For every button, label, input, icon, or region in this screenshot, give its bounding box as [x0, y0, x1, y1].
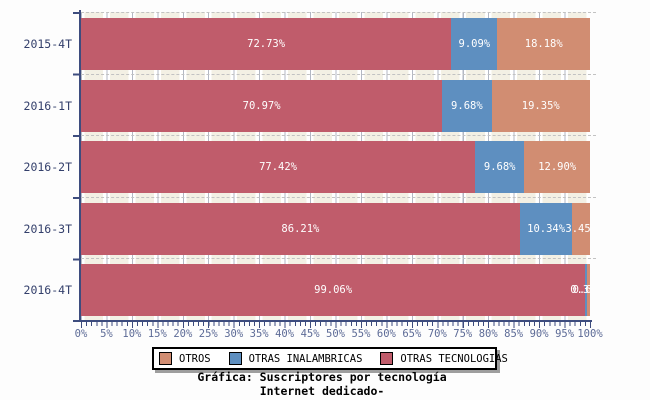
- x-axis-tick-label: 60%: [376, 328, 396, 340]
- bar-segment-otras-tecnologias: [81, 202, 520, 255]
- x-axis-tick-label: 65%: [402, 328, 422, 340]
- x-axis-tick-label: 25%: [198, 328, 218, 340]
- bar-value-label: 9.68%: [451, 99, 483, 112]
- bar-value-label: 18.18%: [524, 38, 563, 50]
- x-axis-major-ticks: [81, 322, 592, 328]
- bar-segment-otros: [497, 18, 590, 70]
- bar-row-2015-4t: 72.73% 9.09% 18.18%: [81, 12, 596, 74]
- legend-label: OTRAS INALAMBRICAS: [248, 352, 363, 365]
- x-axis-tick-label: 45%: [300, 328, 320, 340]
- x-axis-tick-label: 90%: [529, 328, 549, 340]
- x-axis-tick-label: 95%: [555, 328, 575, 340]
- x-axis-tick-label: 100%: [577, 328, 603, 340]
- legend-label: OTRAS TECNOLOGIAS: [400, 352, 508, 365]
- x-axis-line: [79, 320, 592, 322]
- legend-label: OTROS: [179, 352, 211, 365]
- x-axis-tick-label: 55%: [351, 328, 371, 340]
- bar-segment-otros: [586, 264, 590, 317]
- bar-value-label: 0.63%: [572, 284, 590, 297]
- x-axis-labels: 0% 5% 10% 15% 20% 25% 30% 35% 40% 45% 50% 55% 60% 65%…: [75, 328, 603, 342]
- bar-value-label: 19.35%: [521, 99, 560, 112]
- y-axis-label-2015-4t: 2015-4T: [23, 37, 72, 51]
- y-axis-label-2016-3t: 2016-3T: [23, 221, 72, 236]
- x-axis-tick-label: 10%: [122, 328, 142, 340]
- x-axis-tick-label: 70%: [427, 328, 447, 340]
- x-axis-tick-label: 50%: [326, 328, 345, 340]
- x-axis-tick-label: 40%: [275, 328, 295, 340]
- bar-value-label: 77.42%: [259, 161, 297, 174]
- bar-value-label: 12.90%: [538, 161, 577, 174]
- legend-item-otras-tecnologias: OTRAS TECNOLOGIAS: [380, 352, 508, 365]
- bar-value-label: 72.73%: [247, 38, 286, 50]
- plot-area: 72.73% 9.09% 18.18% 70.97% 9.68% 19.35% 77.42%…: [81, 12, 596, 320]
- legend-item-otras-inalambricas: OTRAS INALAMBRICAS: [228, 352, 363, 365]
- legend-swatch-icon: [228, 352, 242, 365]
- bar-row-2016-3t: 86.21% 10.34%3.45%: [81, 196, 596, 259]
- bar-value-label: 86.21%: [281, 222, 320, 235]
- y-axis-ticks: [73, 12, 79, 322]
- bar-segment-otras-inalambricas: [585, 264, 587, 317]
- bar-value-label: 3.45%: [565, 222, 590, 235]
- x-axis-tick-label: 0%: [74, 328, 88, 340]
- bar-segment-otras-inalambricas: [519, 202, 573, 255]
- bar-segment-otras-inalambricas: [451, 18, 498, 70]
- bar-segment-otras-tecnologias: [81, 264, 586, 317]
- legend-item-otros: OTROS: [159, 352, 211, 365]
- bar-segment-otras-inalambricas: [475, 141, 525, 194]
- bar-row-2016-1t: 70.97% 9.68% 19.35%: [81, 73, 596, 136]
- y-axis-labels: 2015-4T 2016-1T 2016-2T 2016-3T 2016-4T: [0, 12, 72, 320]
- y-axis-line: [79, 10, 81, 322]
- bar-value-label: 9.68%: [483, 161, 516, 174]
- bar-value-label: 10.34%: [527, 222, 566, 235]
- bar-value-label: 99.06%: [314, 284, 353, 297]
- y-axis-label-2016-2t: 2016-2T: [23, 160, 72, 175]
- x-axis-tick-label: 75%: [453, 328, 473, 340]
- stacked-bar-2016-1t: 70.97% 9.68% 19.35%: [81, 79, 590, 132]
- bar-value-label: 0.31%: [570, 284, 590, 297]
- x-axis-tick-label: 35%: [249, 328, 269, 340]
- bar-value-label: 9.09%: [458, 38, 491, 50]
- x-axis-tick-label: 30%: [224, 328, 244, 340]
- bar-value-label: 70.97%: [242, 99, 281, 112]
- x-axis-tick-label: 80%: [478, 328, 498, 340]
- title-line-1: Gráfica: Suscriptores por tecnología: [197, 370, 447, 384]
- bar-segment-otras-tecnologias: [81, 18, 452, 70]
- bar-segment-otras-tecnologias: [81, 79, 443, 132]
- bar-row-2016-4t: 99.06% 0.31%0.63%: [81, 258, 596, 320]
- legend: OTROS OTRAS INALAMBRICAS OTRAS TECNOLOGIAS: [152, 347, 508, 370]
- x-axis-tick-label: 5%: [100, 328, 113, 340]
- bar-segment-otras-tecnologias: [81, 141, 476, 194]
- stacked-bar-2015-4t: 72.73% 9.09% 18.18%: [81, 18, 590, 70]
- legend-swatch-icon: [380, 352, 394, 365]
- stacked-bar-2016-2t: 77.42% 9.68% 12.90%: [81, 141, 590, 194]
- x-axis-tick-label: 85%: [504, 328, 524, 340]
- x-axis-tick-label: 15%: [147, 328, 167, 340]
- title-line-2: Internet dedicado-: [259, 384, 385, 398]
- y-axis-label-2016-4t: 2016-4T: [23, 283, 72, 298]
- y-axis-label-2016-1t: 2016-1T: [23, 98, 72, 113]
- x-axis-tick-label: 20%: [173, 328, 193, 340]
- stacked-bar-2016-4t: 99.06% 0.31%0.63%: [81, 264, 590, 317]
- bar-segment-otros: [572, 202, 590, 255]
- bar-segment-otros: [491, 79, 590, 132]
- legend-swatch-icon: [159, 352, 172, 365]
- bar-segment-otras-inalambricas: [442, 79, 492, 132]
- stacked-bar-2016-3t: 86.21% 10.34%3.45%: [81, 202, 590, 255]
- chart-title: Gráfica: Suscriptores por tecnología Int…: [22, 370, 622, 398]
- bar-segment-otros: [524, 141, 590, 194]
- bar-row-2016-2t: 77.42% 9.68% 12.90%: [81, 135, 596, 197]
